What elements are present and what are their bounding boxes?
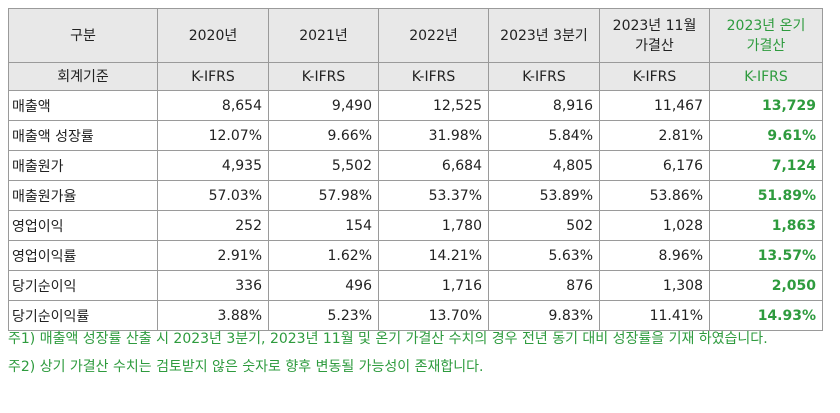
row-label: 매출원가 xyxy=(8,150,158,181)
value-cell: 31.98% xyxy=(378,120,489,151)
value-cell: 8.96% xyxy=(599,240,710,271)
header-cell: 2023년 3분기 xyxy=(488,8,600,63)
standard-row: 회계기준 K-IFRS K-IFRS K-IFRS K-IFRS K-IFRS K-IFRS xyxy=(8,62,823,91)
value-cell: 13.57% xyxy=(709,240,823,271)
header-cell: 2023년 11월 가결산 xyxy=(599,8,710,63)
value-cell: 5.23% xyxy=(268,300,379,331)
row-label: 당기순이익률 xyxy=(8,300,158,331)
row-label: 영업이익 xyxy=(8,210,158,241)
value-cell: 12.07% xyxy=(157,120,269,151)
value-cell: 14.21% xyxy=(378,240,489,271)
data-row: 매출액 8,654 9,490 12,525 8,916 11,467 13,729 xyxy=(8,90,823,121)
header-cell: 2022년 xyxy=(378,8,489,63)
value-cell: 51.89% xyxy=(709,180,823,211)
data-row: 매출원가 4,935 5,502 6,684 4,805 6,176 7,124 xyxy=(8,150,823,181)
value-cell: 12,525 xyxy=(378,90,489,121)
value-cell: 1,028 xyxy=(599,210,710,241)
value-cell: 11.41% xyxy=(599,300,710,331)
standard-cell: K-IFRS xyxy=(268,62,379,91)
data-row: 당기순이익률 3.88% 5.23% 13.70% 9.83% 11.41% 14.93% xyxy=(8,300,823,331)
header-cell: 2020년 xyxy=(157,8,269,63)
table-body: 매출액 8,654 9,490 12,525 8,916 11,467 13,729 매출액 … xyxy=(8,90,823,331)
value-cell: 13.70% xyxy=(378,300,489,331)
value-cell: 53.37% xyxy=(378,180,489,211)
value-cell: 5.84% xyxy=(488,120,600,151)
header-cell: 2023년 온기 가결산 xyxy=(709,8,823,63)
value-cell: 6,176 xyxy=(599,150,710,181)
value-cell: 5.63% xyxy=(488,240,600,271)
value-cell: 5,502 xyxy=(268,150,379,181)
value-cell: 8,916 xyxy=(488,90,600,121)
note: 주1) 매출액 성장률 산출 시 2023년 3분기, 2023년 11월 및 … xyxy=(8,331,768,347)
header-cell: 구분 xyxy=(8,8,158,63)
data-row: 당기순이익 336 496 1,716 876 1,308 2,050 xyxy=(8,270,823,301)
value-cell: 4,805 xyxy=(488,150,600,181)
value-cell: 11,467 xyxy=(599,90,710,121)
notes: 주1) 매출액 성장률 산출 시 2023년 3분기, 2023년 11월 및 … xyxy=(8,328,820,384)
value-cell: 9.83% xyxy=(488,300,600,331)
value-cell: 7,124 xyxy=(709,150,823,181)
header-row: 구분 2020년 2021년 2022년 2023년 3분기 2023년 11월 가결산 2… xyxy=(8,8,823,63)
row-label: 매출액 성장률 xyxy=(8,120,158,151)
data-row: 영업이익 252 154 1,780 502 1,028 1,863 xyxy=(8,210,823,241)
results-table: 구분 2020년 2021년 2022년 2023년 3분기 2023년 11월 가결산 2… xyxy=(8,8,823,331)
value-cell: 9.61% xyxy=(709,120,823,151)
value-cell: 1,308 xyxy=(599,270,710,301)
value-cell: 14.93% xyxy=(709,300,823,331)
value-cell: 9,490 xyxy=(268,90,379,121)
value-cell: 9.66% xyxy=(268,120,379,151)
standard-label: 회계기준 xyxy=(8,62,158,91)
value-cell: 3.88% xyxy=(157,300,269,331)
value-cell: 53.86% xyxy=(599,180,710,211)
value-cell: 53.89% xyxy=(488,180,600,211)
value-cell: 6,684 xyxy=(378,150,489,181)
header-cell: 2021년 xyxy=(268,8,379,63)
value-cell: 57.98% xyxy=(268,180,379,211)
value-cell: 13,729 xyxy=(709,90,823,121)
value-cell: 336 xyxy=(157,270,269,301)
value-cell: 1,863 xyxy=(709,210,823,241)
value-cell: 57.03% xyxy=(157,180,269,211)
value-cell: 154 xyxy=(268,210,379,241)
value-cell: 502 xyxy=(488,210,600,241)
value-cell: 876 xyxy=(488,270,600,301)
data-row: 매출원가율 57.03% 57.98% 53.37% 53.89% 53.86% 51.89… xyxy=(8,180,823,211)
value-cell: 2,050 xyxy=(709,270,823,301)
value-cell: 252 xyxy=(157,210,269,241)
value-cell: 1,780 xyxy=(378,210,489,241)
table-wrap: 구분 2020년 2021년 2022년 2023년 3분기 2023년 11월 가결산 2… xyxy=(8,8,823,331)
row-label: 당기순이익 xyxy=(8,270,158,301)
value-cell: 2.81% xyxy=(599,120,710,151)
data-row: 영업이익률 2.91% 1.62% 14.21% 5.63% 8.96% 13.57% xyxy=(8,240,823,271)
row-label: 영업이익률 xyxy=(8,240,158,271)
value-cell: 8,654 xyxy=(157,90,269,121)
data-row: 매출액 성장률 12.07% 9.66% 31.98% 5.84% 2.81% 9.61% xyxy=(8,120,823,151)
table-head: 구분 2020년 2021년 2022년 2023년 3분기 2023년 11월 가결산 2… xyxy=(8,8,823,91)
row-label: 매출원가율 xyxy=(8,180,158,211)
value-cell: 1,716 xyxy=(378,270,489,301)
value-cell: 2.91% xyxy=(157,240,269,271)
standard-cell: K-IFRS xyxy=(378,62,489,91)
row-label: 매출액 xyxy=(8,90,158,121)
standard-cell: K-IFRS xyxy=(709,62,823,91)
standard-cell: K-IFRS xyxy=(488,62,600,91)
standard-cell: K-IFRS xyxy=(157,62,269,91)
note: 주2) 상기 가결산 수치는 검토받지 않은 숫자로 향후 변동될 가능성이 존… xyxy=(8,359,484,375)
value-cell: 496 xyxy=(268,270,379,301)
standard-cell: K-IFRS xyxy=(599,62,710,91)
value-cell: 4,935 xyxy=(157,150,269,181)
value-cell: 1.62% xyxy=(268,240,379,271)
